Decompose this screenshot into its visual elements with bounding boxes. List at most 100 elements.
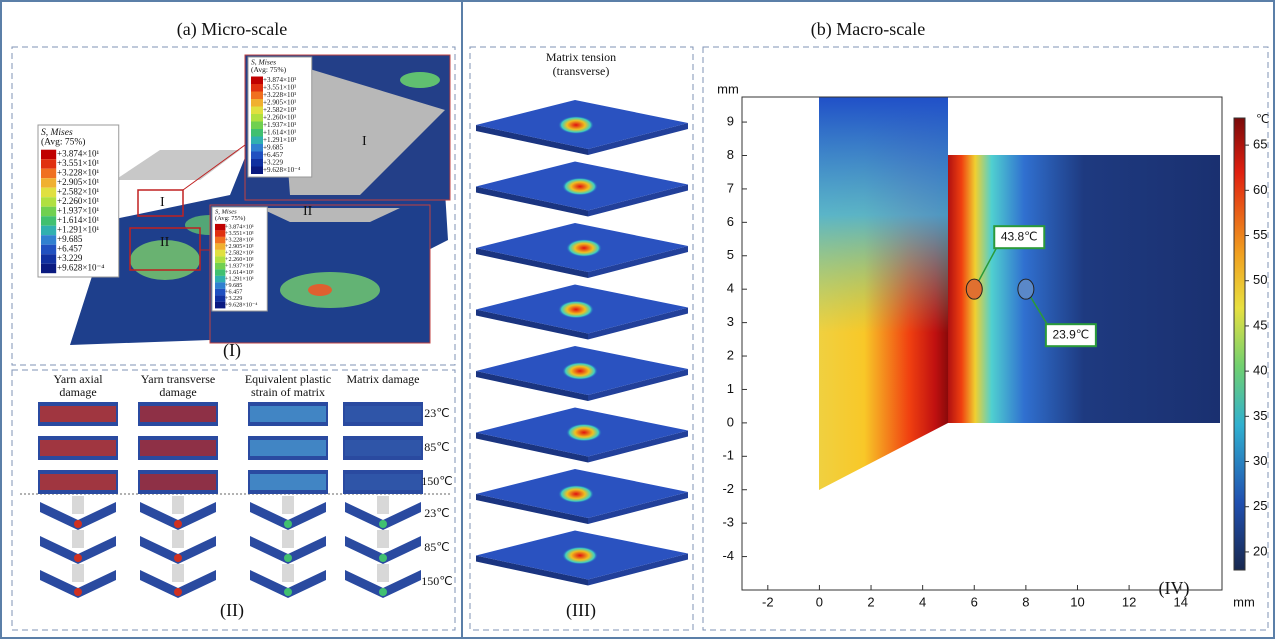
colorbar-tick-label: 65 <box>1253 137 1267 152</box>
legend-swatch <box>251 144 263 152</box>
beam-damage <box>284 588 292 596</box>
indenter <box>282 564 294 582</box>
legend-level: +2.260×10¹ <box>57 196 99 206</box>
colorbar-tick-label: 55 <box>1253 227 1267 242</box>
strip-damage <box>40 440 116 456</box>
x-unit: mm <box>1233 594 1255 609</box>
strip-damage <box>345 440 421 456</box>
y-tick-label: 2 <box>727 347 734 362</box>
y-tick-label: -3 <box>722 515 734 530</box>
legend-swatch <box>215 276 225 283</box>
subpanel-label: (II) <box>220 600 244 621</box>
legend-swatch <box>215 256 225 263</box>
x-tick-label: 8 <box>1022 594 1029 609</box>
legend-swatch <box>41 235 56 245</box>
subpanel-label: (III) <box>566 600 596 621</box>
beam-damage <box>74 520 82 528</box>
temperature-label: 150℃ <box>421 474 452 488</box>
legend-level: +2.905×10¹ <box>57 177 99 187</box>
legend-level: +1.937×10¹ <box>57 206 99 216</box>
x-tick-label: 4 <box>919 594 926 609</box>
strip-damage <box>40 474 116 490</box>
region-label: I <box>160 195 165 210</box>
x-tick-label: 6 <box>971 594 978 609</box>
probe-point <box>966 279 982 299</box>
legend-level: +3.228×10¹ <box>57 168 99 178</box>
panel-title: (b) Macro-scale <box>811 19 925 40</box>
panel-title: (a) Micro-scale <box>177 19 287 40</box>
column-header: strain of matrix <box>251 385 325 399</box>
column-header: Equivalent plastic <box>245 372 331 386</box>
legend-swatch <box>251 107 263 115</box>
legend-swatch <box>251 84 263 92</box>
y-tick-label: 7 <box>727 180 734 195</box>
legend-level: +2.582×10¹ <box>225 250 254 257</box>
legend-swatch <box>215 269 225 276</box>
legend-level: +3.551×10¹ <box>225 230 254 237</box>
legend-swatch <box>215 250 225 257</box>
legend-swatch <box>251 159 263 167</box>
column-header: damage <box>59 385 96 399</box>
colorbar-tick-label: 45 <box>1253 317 1267 332</box>
subpanel-label: (I) <box>223 340 241 361</box>
legend-level: +9.628×10⁻⁴ <box>263 166 301 174</box>
legend-level: +1.291×10¹ <box>225 276 254 283</box>
legend-swatch <box>41 216 56 226</box>
indenter <box>282 530 294 548</box>
beam-damage <box>174 588 182 596</box>
y-tick-label: 0 <box>727 414 734 429</box>
colorbar-tick-label: 60 <box>1253 182 1267 197</box>
strip-damage <box>140 440 216 456</box>
indenter <box>172 564 184 582</box>
colorbar-tick-label: 50 <box>1253 272 1267 287</box>
legend-level: +9.628×10⁻⁴ <box>225 302 257 309</box>
legend-swatch <box>41 226 56 236</box>
legend-swatch <box>41 169 56 179</box>
legend-level: +3.874×10¹ <box>225 224 254 231</box>
legend-swatch <box>215 224 225 231</box>
legend-swatch <box>41 188 56 198</box>
legend-swatch <box>215 282 225 289</box>
indenter <box>72 496 84 514</box>
x-tick-label: 0 <box>816 594 823 609</box>
indenter <box>72 530 84 548</box>
callout-label: 23.9℃ <box>1052 327 1089 341</box>
legend-level: +2.582×10¹ <box>57 187 99 197</box>
y-tick-label: -4 <box>722 548 734 563</box>
colorbar-tick-label: 25 <box>1253 498 1267 513</box>
indenter <box>377 496 389 514</box>
beam-damage <box>174 554 182 562</box>
temperature-label: 150℃ <box>421 574 452 588</box>
plate-spot <box>566 239 602 257</box>
legend-subtitle: (Avg: 75%) <box>41 136 85 147</box>
legend-level: +3.874×10¹ <box>57 149 99 159</box>
legend-level: +1.614×10¹ <box>57 215 99 225</box>
legend-level: +3.228×10¹ <box>225 237 254 244</box>
plate-spot <box>562 178 598 196</box>
legend-swatch <box>41 207 56 217</box>
plate-spot <box>566 424 602 442</box>
legend-swatch <box>251 137 263 145</box>
temperature-label: 23℃ <box>424 506 449 520</box>
region-label: I <box>362 134 367 149</box>
strip-damage <box>140 406 216 422</box>
legend-level: +2.905×10¹ <box>225 243 254 250</box>
indenter <box>172 530 184 548</box>
column-header: Yarn transverse <box>141 372 215 386</box>
x-tick-label: 10 <box>1070 594 1084 609</box>
strip-damage <box>250 440 326 456</box>
plate-spot <box>562 547 598 565</box>
colorbar <box>1234 118 1245 570</box>
legend-swatch <box>215 289 225 296</box>
colorbar-tick-label: 20 <box>1253 543 1267 558</box>
legend-subtitle: (Avg: 75%) <box>251 65 287 74</box>
colorbar-tick-label: 30 <box>1253 453 1267 468</box>
y-tick-label: 5 <box>727 247 734 262</box>
legend-level: +3.229 <box>225 296 242 302</box>
caption: (transverse) <box>553 64 610 78</box>
x-tick-label: 12 <box>1122 594 1136 609</box>
beam-damage <box>74 554 82 562</box>
plate-spot <box>558 485 594 503</box>
y-tick-label: 1 <box>727 381 734 396</box>
figure: (a) Micro-scale (b) Macro-scale I II I I… <box>0 0 1275 639</box>
